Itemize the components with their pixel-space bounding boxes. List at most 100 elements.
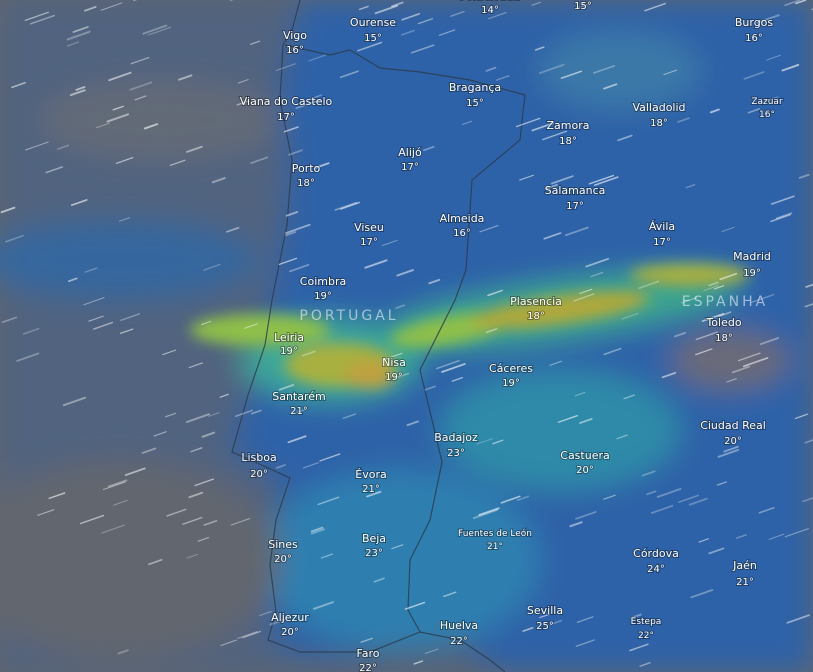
city-name: Cáceres [489, 362, 533, 375]
wind-streak [574, 391, 586, 397]
wind-streak [487, 11, 507, 20]
city-name: Bragança [449, 81, 501, 94]
wind-streak [16, 352, 40, 362]
city-name: Faro [356, 647, 379, 660]
wind-streak [79, 514, 105, 525]
city-name: Madrid [733, 250, 771, 263]
wind-streak [269, 618, 286, 626]
wind-streak [357, 41, 383, 52]
wind-streak [108, 71, 132, 82]
city-temp: 25° [536, 621, 554, 632]
wind-streak [366, 490, 382, 498]
wind-streak [4, 234, 24, 243]
city-label: Plasencia 18° [509, 294, 563, 323]
wind-streak [726, 378, 737, 383]
wind-streak [549, 619, 563, 626]
city-temp: 18° [650, 118, 668, 129]
wind-streak [101, 524, 125, 534]
wind-streak [534, 46, 545, 51]
city-label: Ourense 15° [349, 15, 397, 45]
city-name: Viseu [354, 221, 384, 234]
wind-streak [169, 159, 186, 167]
wind-streak [334, 201, 358, 211]
city-label: Estepa 22° [630, 616, 663, 642]
wind-streak [770, 213, 792, 223]
wind-streak [234, 409, 254, 418]
wind-streak [319, 453, 341, 462]
wind-streak [716, 481, 727, 486]
wind-streak [723, 445, 739, 453]
city-name: Vigo [283, 29, 307, 42]
city-label: Coimbra 19° [299, 274, 347, 303]
wind-streak [259, 610, 272, 617]
wind-streak [404, 601, 426, 610]
wind-streak [406, 420, 419, 427]
wind-streak [340, 201, 361, 210]
city-label: Fuentes de León 21° [457, 527, 533, 553]
wind-streak [410, 44, 435, 54]
wind-streak [295, 99, 321, 109]
city-name: Sevilla [527, 604, 563, 617]
city-label: Zazuar 16° [750, 96, 784, 121]
wind-streak [153, 431, 167, 437]
wind-streak [557, 415, 578, 423]
city-name: Valladolid [632, 101, 685, 114]
city-name: Plasencia [510, 295, 562, 308]
city-label: Viseu 17° [353, 220, 385, 249]
wind-streak [342, 413, 357, 419]
wind-streak [373, 577, 385, 583]
wind-streak [413, 660, 424, 665]
city-label: Madrid 19° [732, 249, 772, 280]
wind-streak [550, 175, 574, 185]
wind-streak [250, 156, 269, 164]
wind-streak [737, 352, 761, 362]
wind-streak [656, 487, 682, 498]
wind-streak [639, 661, 651, 667]
wind-streak [784, 528, 809, 538]
wind-streak [66, 30, 91, 41]
city-name: Jaén [732, 559, 757, 572]
city-label: Córdova 24° [632, 546, 680, 576]
wind-streak [630, 613, 642, 619]
wind-streak [617, 134, 633, 142]
wind-streak [203, 520, 218, 526]
wind-streak [417, 18, 434, 25]
wind-streak [479, 225, 499, 233]
city-name: Estepa [631, 617, 662, 627]
wind-streak [70, 199, 88, 206]
city-label: Ávila 17° [648, 219, 676, 249]
wind-streak [188, 362, 203, 369]
wind-streak [542, 130, 568, 141]
wind-streak [677, 117, 690, 123]
wind-streak [141, 447, 157, 454]
wind-streak [288, 149, 303, 156]
city-name: Nisa [382, 356, 406, 369]
wind-streak [690, 589, 714, 599]
wind-streak [306, 94, 322, 101]
wind-streak [661, 371, 677, 379]
wind-streak [288, 263, 310, 273]
wind-streak [102, 481, 126, 491]
wind-streak [148, 558, 163, 566]
city-name: Leiria [274, 331, 304, 344]
city-name: Córdova [633, 547, 679, 560]
wind-streak [201, 431, 216, 438]
wind-streak [142, 24, 168, 35]
city-temp: 15° [466, 98, 484, 109]
wind-streak [24, 11, 49, 21]
wind-streak [770, 195, 795, 205]
wind-streak [106, 113, 129, 123]
wind-streak [391, 1, 404, 8]
wind-streak [623, 394, 635, 400]
wind-streak [743, 71, 765, 80]
wind-streak [708, 281, 719, 287]
city-temp: 21° [736, 577, 754, 588]
wind-streak [211, 177, 226, 184]
wind-streak [519, 174, 534, 181]
wind-streak [443, 591, 457, 598]
city-label: Sines 20° [267, 537, 299, 566]
wind-streak [95, 122, 110, 129]
wind-streak [747, 108, 761, 114]
